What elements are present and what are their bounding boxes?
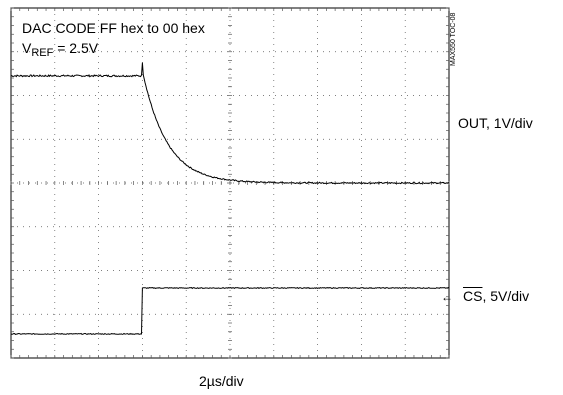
vref-value: = 2.5V (53, 40, 99, 56)
annotation-dac-code: DAC CODE FF hex to 00 hex (22, 20, 205, 36)
cs-scale-text: , 5V/div (482, 288, 530, 304)
trace-cs (10, 286, 450, 335)
annotation-vref: VREF = 2.5V (22, 41, 98, 59)
vref-subscript: REF (31, 47, 54, 59)
trace-out (10, 62, 450, 185)
x-scale-label: 2µs/div (199, 373, 244, 389)
cs-overline-text: CS (463, 288, 483, 304)
channel-cs-label: CS, 5V/div (463, 289, 529, 303)
channel-cs-marker-icon: ← (441, 290, 453, 304)
channel-out-label: OUT, 1V/div (458, 115, 533, 131)
figure-code: MAX550 TOC-08 (450, 12, 457, 66)
vref-symbol: V (22, 40, 32, 56)
